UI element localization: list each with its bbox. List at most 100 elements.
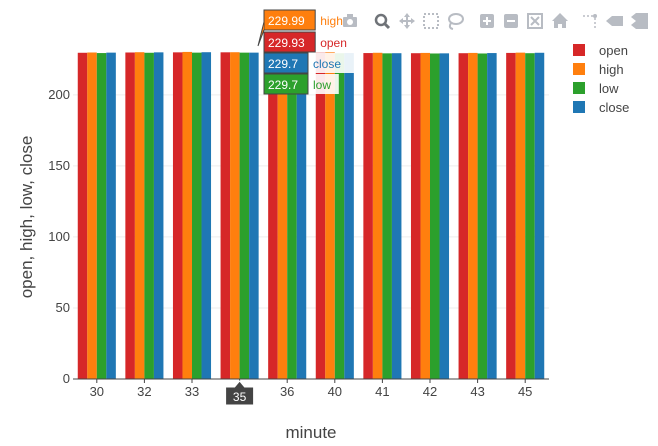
x-tick-label: 36 bbox=[280, 384, 294, 399]
hover-x-label-text: 35 bbox=[233, 390, 247, 404]
modebar[interactable] bbox=[343, 13, 648, 30]
bar-high[interactable] bbox=[230, 52, 240, 380]
hover-value-box bbox=[263, 31, 316, 53]
bar-high[interactable] bbox=[134, 52, 145, 379]
hover-tooltip: 35 229.99 high 229.93 open 229.7 close 229.7 low bbox=[225, 9, 354, 406]
legend-item-low[interactable]: low bbox=[573, 81, 619, 96]
y-tick-labels: 0 50 100 150 200 bbox=[48, 87, 70, 386]
legend-swatch bbox=[573, 101, 585, 113]
bar-low[interactable] bbox=[239, 52, 250, 379]
zoom-icon[interactable] bbox=[374, 13, 391, 30]
bar-high[interactable] bbox=[420, 52, 430, 379]
bar-open[interactable] bbox=[458, 53, 469, 380]
bar-open[interactable] bbox=[410, 53, 421, 380]
bar-low[interactable] bbox=[525, 53, 535, 380]
x-tick-label: 40 bbox=[328, 384, 342, 399]
hover-row-low: 229.7 low bbox=[263, 73, 339, 95]
x-tick-labels: 30 32 33 36 40 41 42 43 45 bbox=[90, 379, 532, 399]
autoscale-icon[interactable] bbox=[527, 13, 543, 29]
bar-high[interactable] bbox=[87, 52, 97, 380]
zoom-out-icon[interactable] bbox=[504, 14, 518, 28]
x-tick-label: 32 bbox=[137, 384, 151, 399]
bar-close[interactable] bbox=[106, 52, 116, 379]
hover-value-box bbox=[263, 52, 309, 74]
bars[interactable] bbox=[77, 51, 545, 380]
bar-low[interactable] bbox=[430, 53, 440, 379]
x-axis-title: minute bbox=[285, 423, 336, 442]
bar-close[interactable] bbox=[201, 52, 212, 379]
y-axis-title: open, high, low, close bbox=[17, 136, 36, 299]
bar-low[interactable] bbox=[382, 53, 392, 379]
spike-lines-icon[interactable] bbox=[583, 14, 597, 29]
bar-high[interactable] bbox=[515, 52, 526, 379]
legend-item-high[interactable]: high bbox=[573, 62, 624, 77]
hover-value-box bbox=[263, 73, 309, 95]
bar-open[interactable] bbox=[506, 52, 516, 379]
camera-icon[interactable] bbox=[343, 14, 357, 27]
bar-low[interactable] bbox=[96, 53, 107, 380]
legend[interactable]: open high low close bbox=[573, 43, 629, 115]
bar-low[interactable] bbox=[144, 52, 154, 379]
hover-value: 229.93 bbox=[268, 36, 305, 50]
bar-high[interactable] bbox=[325, 52, 335, 380]
x-tick-label: 45 bbox=[518, 384, 532, 399]
y-tick-label: 50 bbox=[56, 300, 70, 315]
bar-low[interactable] bbox=[477, 53, 488, 379]
legend-item-close[interactable]: close bbox=[573, 100, 629, 115]
legend-swatch bbox=[573, 63, 585, 75]
bar-high[interactable] bbox=[372, 52, 383, 379]
bar-open[interactable] bbox=[125, 52, 135, 380]
hover-series-name: open bbox=[320, 36, 347, 50]
bar-close[interactable] bbox=[439, 53, 450, 379]
legend-label: open bbox=[599, 43, 628, 58]
bar-close[interactable] bbox=[296, 52, 307, 379]
hover-value: 229.7 bbox=[268, 57, 298, 71]
bar-close[interactable] bbox=[249, 52, 259, 379]
bar-close[interactable] bbox=[487, 53, 497, 380]
zoom-in-icon[interactable] bbox=[480, 14, 494, 28]
bar-high[interactable] bbox=[182, 51, 192, 380]
box-select-icon[interactable] bbox=[423, 13, 439, 29]
bar-open[interactable] bbox=[363, 53, 373, 380]
legend-swatch bbox=[573, 82, 585, 94]
y-tick-label: 100 bbox=[48, 229, 70, 244]
pan-icon[interactable] bbox=[399, 13, 415, 29]
bar-high[interactable] bbox=[468, 52, 478, 379]
legend-swatch bbox=[573, 44, 585, 56]
x-tick-label: 33 bbox=[185, 384, 199, 399]
x-tick-label: 41 bbox=[375, 384, 389, 399]
bar-open[interactable] bbox=[220, 52, 231, 379]
bar-low[interactable] bbox=[334, 53, 345, 380]
x-tick-label: 30 bbox=[90, 384, 104, 399]
bar-low[interactable] bbox=[192, 52, 202, 379]
bar-open[interactable] bbox=[77, 52, 88, 379]
hover-compare-icon[interactable] bbox=[631, 13, 648, 29]
legend-item-open[interactable]: open bbox=[573, 43, 628, 58]
bar-close[interactable] bbox=[534, 52, 545, 379]
hover-x-label-box bbox=[225, 380, 255, 406]
bar-low[interactable] bbox=[287, 52, 297, 379]
hover-pointer bbox=[257, 21, 265, 47]
lasso-select-icon[interactable] bbox=[448, 13, 464, 30]
bar-close[interactable] bbox=[391, 53, 402, 380]
hover-series-name: high bbox=[320, 14, 343, 28]
y-tick-label: 0 bbox=[63, 371, 70, 386]
bar-open[interactable] bbox=[172, 52, 183, 380]
reset-axes-icon[interactable] bbox=[552, 13, 568, 28]
hover-row-close: 229.7 close bbox=[263, 52, 354, 74]
bar-close[interactable] bbox=[153, 52, 164, 380]
bar-open[interactable] bbox=[268, 52, 278, 380]
hover-x-label: 35 bbox=[225, 380, 255, 406]
bar-open[interactable] bbox=[315, 52, 326, 379]
y-tick-label: 150 bbox=[48, 158, 70, 173]
bar-high[interactable] bbox=[277, 52, 288, 379]
bar-close[interactable] bbox=[344, 53, 354, 380]
x-tick-label: 42 bbox=[423, 384, 437, 399]
hover-value: 229.99 bbox=[268, 14, 305, 28]
x-tick-label: 43 bbox=[470, 384, 484, 399]
hover-closest-icon[interactable] bbox=[606, 16, 623, 26]
hover-series-name: close bbox=[313, 57, 341, 71]
legend-label: close bbox=[599, 100, 629, 115]
hover-series-name: low bbox=[313, 78, 331, 92]
